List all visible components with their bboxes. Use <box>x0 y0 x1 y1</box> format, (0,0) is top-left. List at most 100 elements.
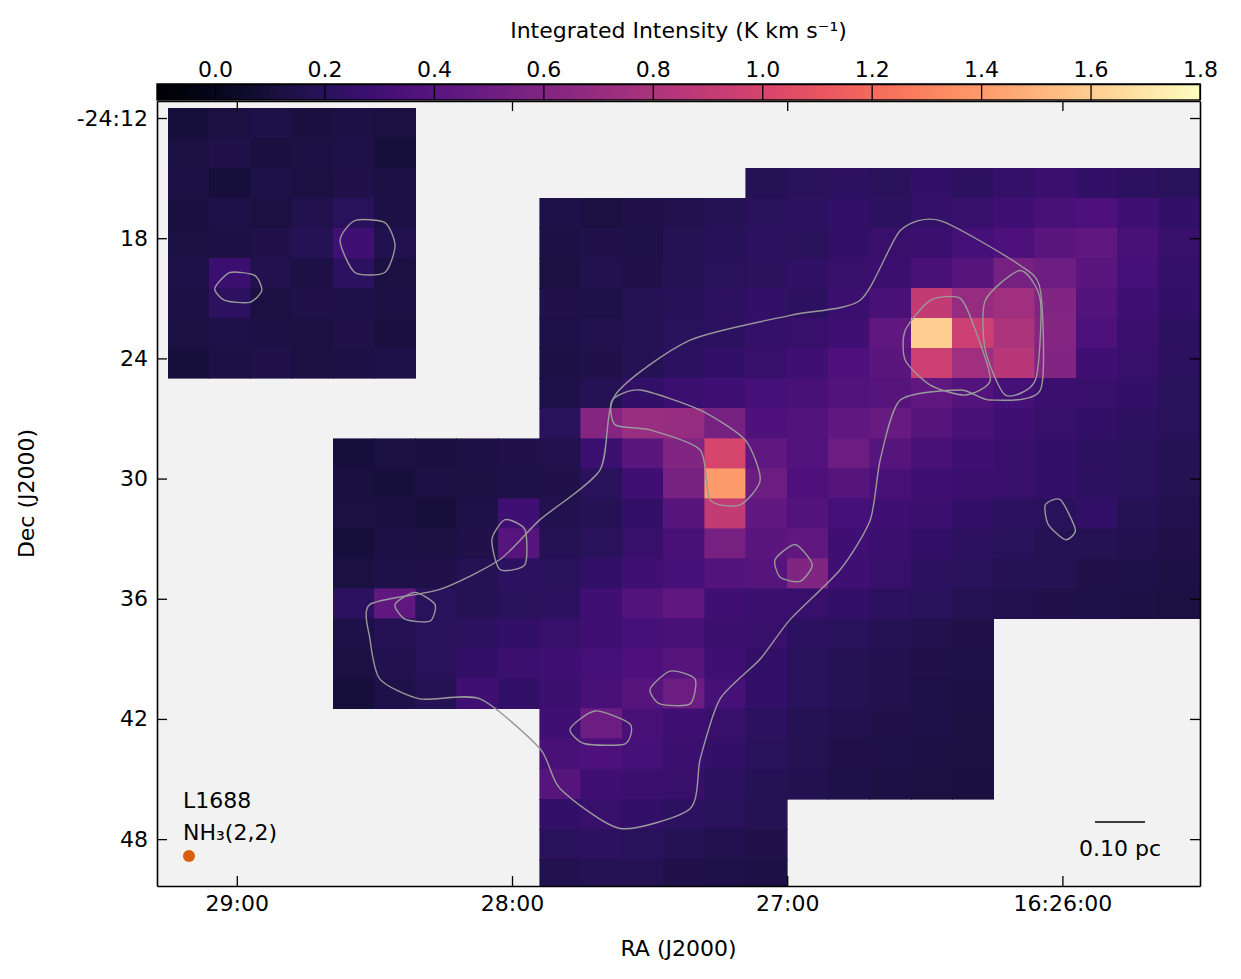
cell <box>209 228 250 258</box>
contour <box>983 270 1041 395</box>
cell <box>374 318 415 348</box>
cell <box>292 348 333 378</box>
cell <box>787 769 828 799</box>
cell <box>746 198 787 228</box>
tick-label: 48 <box>120 827 148 852</box>
cell <box>498 649 539 679</box>
tick <box>1190 599 1200 600</box>
cell <box>622 799 663 829</box>
cell <box>870 589 911 619</box>
cell <box>498 469 539 499</box>
cell <box>622 769 663 799</box>
cell <box>333 469 374 499</box>
cell <box>333 619 374 649</box>
cell <box>828 679 869 709</box>
tick-mark <box>434 84 435 100</box>
cell <box>911 258 952 288</box>
cell <box>540 408 581 438</box>
contour <box>611 390 761 506</box>
cell <box>168 348 209 378</box>
cell <box>416 619 457 649</box>
cell <box>787 258 828 288</box>
cell <box>1159 168 1200 198</box>
tick-label: 28:00 <box>481 891 544 916</box>
cell <box>705 559 746 589</box>
contour <box>492 519 527 570</box>
tick-mark <box>237 876 238 886</box>
cell <box>333 228 374 258</box>
tick-label: -24:12 <box>77 106 148 131</box>
tick: 28:00 <box>481 876 544 916</box>
cell <box>1159 258 1200 288</box>
tick: -24:12 <box>77 106 167 131</box>
cell <box>581 619 622 649</box>
cell <box>746 408 787 438</box>
cell <box>622 288 663 318</box>
cell <box>994 198 1035 228</box>
cell <box>746 559 787 589</box>
cell <box>457 559 498 589</box>
tick <box>1062 101 1063 111</box>
cell <box>540 679 581 709</box>
cell <box>663 619 704 649</box>
cell <box>828 258 869 288</box>
cell <box>911 769 952 799</box>
cell <box>581 769 622 799</box>
cell <box>1035 469 1076 499</box>
tick-mark <box>653 84 654 100</box>
cell <box>952 168 993 198</box>
cell <box>1035 408 1076 438</box>
tick-label: 36 <box>120 586 148 611</box>
cell <box>622 559 663 589</box>
tick-mark <box>543 84 544 100</box>
cell <box>251 198 292 228</box>
cell <box>828 739 869 769</box>
cell <box>622 228 663 258</box>
cell <box>292 168 333 198</box>
cell <box>746 679 787 709</box>
cell <box>911 168 952 198</box>
cell <box>663 709 704 739</box>
cell <box>911 318 952 348</box>
axis-line <box>158 101 1201 103</box>
cell <box>540 288 581 318</box>
cell <box>1117 559 1158 589</box>
cell <box>581 258 622 288</box>
tick: 1.8 <box>1183 57 1218 100</box>
cell <box>374 649 415 679</box>
cell <box>1159 318 1200 348</box>
cell <box>168 168 209 198</box>
tick-label: 18 <box>120 226 148 251</box>
cell <box>374 529 415 559</box>
y-axis-right <box>1190 102 1201 887</box>
cell <box>952 739 993 769</box>
tick: 16:26:00 <box>1013 876 1112 916</box>
cell <box>1159 288 1200 318</box>
cell <box>787 469 828 499</box>
cell <box>870 619 911 649</box>
cell <box>1159 529 1200 559</box>
cell <box>251 318 292 348</box>
cell <box>292 258 333 288</box>
cell <box>622 739 663 769</box>
tick: 1.4 <box>964 57 999 100</box>
cells <box>168 108 1200 886</box>
y-axis-title: Dec (J2000) <box>14 429 39 558</box>
cell <box>828 439 869 469</box>
cell <box>581 739 622 769</box>
cell <box>994 529 1035 559</box>
cell <box>870 739 911 769</box>
cell <box>870 378 911 408</box>
tick: 1.0 <box>745 57 780 100</box>
cell <box>952 469 993 499</box>
colorbar <box>157 84 1200 100</box>
cell <box>540 499 581 529</box>
cell <box>705 679 746 709</box>
cell <box>374 619 415 649</box>
cell <box>746 499 787 529</box>
tick-mark <box>1190 839 1200 840</box>
cell <box>1076 378 1117 408</box>
cell <box>1159 348 1200 378</box>
cell <box>333 258 374 288</box>
cell <box>663 859 704 886</box>
